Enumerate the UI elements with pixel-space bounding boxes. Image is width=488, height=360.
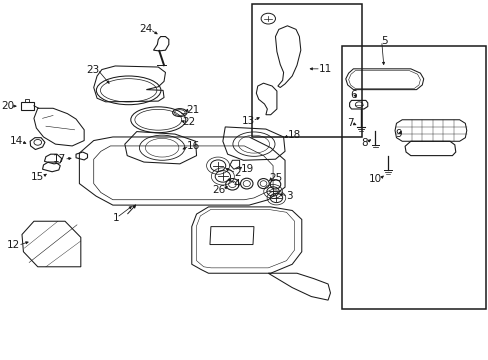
Text: 9: 9 [395, 129, 402, 139]
Text: 4: 4 [233, 179, 240, 189]
Text: 16: 16 [186, 141, 200, 151]
Text: 25: 25 [269, 173, 282, 183]
Text: 12: 12 [7, 240, 20, 250]
Text: 20: 20 [1, 101, 15, 111]
Text: 14: 14 [10, 136, 23, 146]
Text: 18: 18 [287, 130, 300, 140]
Text: 17: 17 [53, 154, 66, 164]
Text: 24: 24 [139, 24, 152, 35]
Text: 1: 1 [112, 213, 119, 222]
Text: 19: 19 [240, 164, 253, 174]
Text: 10: 10 [368, 174, 381, 184]
Text: 22: 22 [182, 117, 195, 127]
Bar [342, 45, 485, 309]
Text: 8: 8 [361, 139, 367, 148]
Text: 6: 6 [350, 90, 357, 100]
Text: 2: 2 [233, 168, 240, 178]
Text: 26: 26 [212, 185, 225, 195]
Text: 23: 23 [86, 64, 100, 75]
Text: 5: 5 [380, 36, 386, 46]
Text: 13: 13 [241, 116, 254, 126]
Bar [251, 4, 361, 137]
Text: 21: 21 [185, 105, 199, 115]
Text: 7: 7 [346, 118, 353, 128]
Text: 3: 3 [285, 191, 292, 201]
Text: 15: 15 [31, 172, 44, 182]
Text: 11: 11 [318, 64, 331, 74]
